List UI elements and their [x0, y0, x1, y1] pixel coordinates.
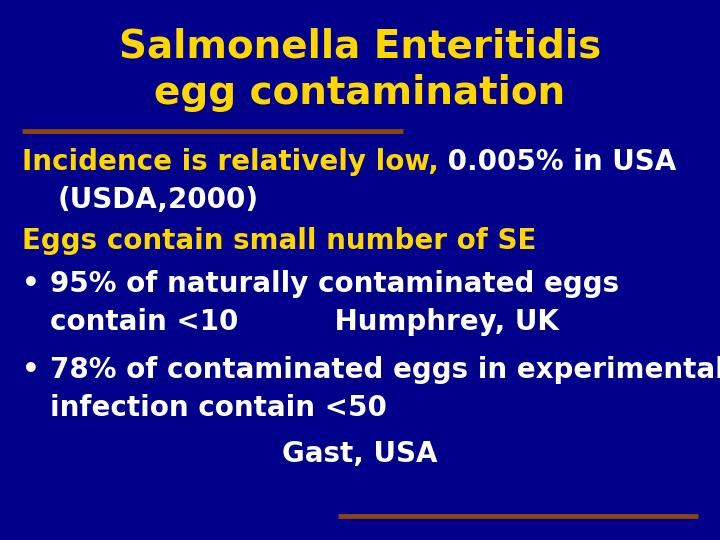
Text: 0.005% in USA: 0.005% in USA: [438, 148, 677, 177]
Text: 95% of naturally contaminated eggs: 95% of naturally contaminated eggs: [50, 270, 619, 298]
Text: contain <10          Humphrey, UK: contain <10 Humphrey, UK: [50, 308, 559, 336]
Text: infection contain <50: infection contain <50: [50, 394, 387, 422]
Text: Gast, USA: Gast, USA: [282, 440, 438, 468]
Text: •: •: [22, 270, 40, 298]
Text: Incidence is relatively low,: Incidence is relatively low,: [22, 148, 438, 177]
Text: Salmonella Enteritidis
egg contamination: Salmonella Enteritidis egg contamination: [119, 27, 601, 112]
Text: 78% of contaminated eggs in experimental: 78% of contaminated eggs in experimental: [50, 356, 720, 384]
Text: (USDA,2000): (USDA,2000): [58, 186, 258, 214]
Text: •: •: [22, 356, 40, 384]
Text: Eggs contain small number of SE: Eggs contain small number of SE: [22, 227, 536, 255]
